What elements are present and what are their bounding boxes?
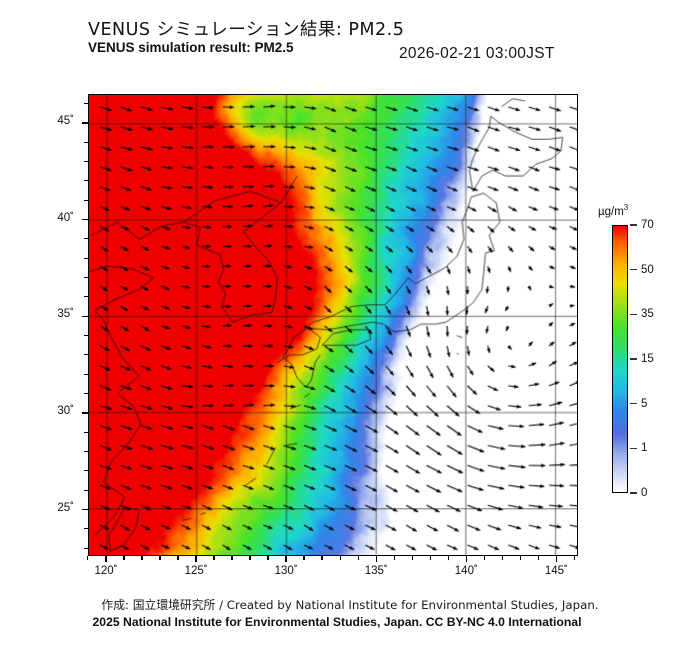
lon-tick-major [465,556,467,562]
colorbar-tick-label: 35 [641,308,654,321]
colorbar-gradient [612,225,628,493]
lon-tick-major [285,556,287,562]
lat-tick-minor [84,160,88,163]
colorbar-tick-label: 0 [641,487,648,499]
lat-label: 25˚ [57,501,74,514]
colorbar-tick-mark [630,402,637,405]
lat-tick-minor [84,354,88,356]
lat-tick-minor [84,102,88,105]
lon-tick-minor [159,556,161,560]
lon-tick-minor [573,556,575,560]
lon-tick-minor [177,556,179,560]
lat-label: 40˚ [57,211,74,224]
colorbar-legend: µg/m3 70 50 35 15 5 1 0 [596,203,700,503]
lat-tick-minor [84,431,88,433]
lon-tick-minor [87,556,89,560]
lon-tick-minor [501,556,503,560]
lon-tick-minor [123,556,125,560]
lat-tick-minor [84,199,88,201]
lon-tick-major [555,556,558,562]
lon-tick-minor [429,556,431,560]
header: VENUS シミュレーション結果: PM2.5 VENUS simulation… [0,0,700,90]
page-title-japanese: VENUS シミュレーション結果: PM2.5 [88,20,405,40]
lon-tick-minor [357,556,359,560]
lat-tick-minor [84,276,88,279]
lat-tick-minor [84,141,88,143]
colorbar-tick-label: 50 [641,263,654,276]
lon-label: 135˚ [364,565,388,577]
lon-tick-minor [267,556,269,560]
lon-tick-minor [447,556,449,560]
colorbar-tick-label: 15 [641,353,654,365]
lon-label: 130˚ [274,565,298,577]
lon-tick-minor [231,556,233,560]
lon-tick-major [375,556,377,562]
colorbar-tick-mark [630,268,637,271]
lat-label: 30˚ [57,404,74,417]
pm25-heatmap-canvas [89,95,577,555]
credit-line-japanese: 作成: 国立環境研究所 / Created by National Instit… [101,598,599,612]
lon-label: 145˚ [544,565,568,577]
timestamp-label: 2026-02-21 03:00JST [399,45,555,62]
lon-tick-minor [519,556,521,560]
lat-tick-major [82,315,88,317]
lat-tick-major [82,412,88,414]
colorbar-unit-text: µg/m [598,205,624,218]
lat-tick-minor [84,489,88,491]
colorbar-tick-mark [630,492,637,494]
lat-tick-minor [84,470,88,472]
colorbar-tick-label: 5 [641,397,648,410]
lat-tick-minor [84,450,88,453]
lat-label: 45˚ [57,114,74,127]
colorbar-unit-label: µg/m3 [598,203,628,218]
lat-tick-minor [84,257,88,259]
lat-tick-minor [84,238,88,240]
lon-tick-minor [141,556,143,560]
lon-tick-minor [249,556,251,560]
lat-label: 35˚ [57,308,74,321]
lat-tick-minor [84,528,88,530]
lon-tick-minor [483,556,485,560]
lon-tick-major [195,556,197,562]
lat-tick-major [82,508,88,511]
lon-tick-minor [411,556,413,560]
lon-tick-major [105,556,107,562]
colorbar-tick-label: 1 [641,442,648,455]
lon-tick-minor [339,556,341,560]
license-line: 2025 National Institute for Environmenta… [0,615,700,629]
colorbar-tick-label: 70 [641,219,654,231]
lat-tick-minor [84,334,88,337]
lat-tick-minor [84,392,88,395]
lon-label: 120˚ [94,565,118,577]
colorbar-tick-mark [630,313,637,316]
lat-tick-minor [84,373,88,375]
colorbar-unit-exponent: 3 [623,203,629,212]
lat-tick-minor [84,296,88,298]
lat-tick-major [82,122,88,124]
colorbar-tick-mark [630,447,637,450]
license-text: 2025 National Institute for Environmenta… [92,615,582,629]
lon-tick-minor [303,556,305,560]
lon-tick-minor [393,556,395,560]
lat-tick-major [82,218,88,221]
lon-tick-minor [321,556,323,560]
colorbar-tick-mark [630,224,637,226]
lat-tick-minor [84,547,88,549]
lat-tick-minor [84,180,88,182]
page-title-english: VENUS simulation result: PM2.5 [88,40,294,55]
map-plot-area [88,94,578,556]
lon-label: 125˚ [184,565,208,577]
lon-tick-minor [213,556,215,560]
lon-tick-minor [537,556,539,560]
lon-label: 140˚ [454,565,478,577]
colorbar-tick-mark [630,358,637,360]
